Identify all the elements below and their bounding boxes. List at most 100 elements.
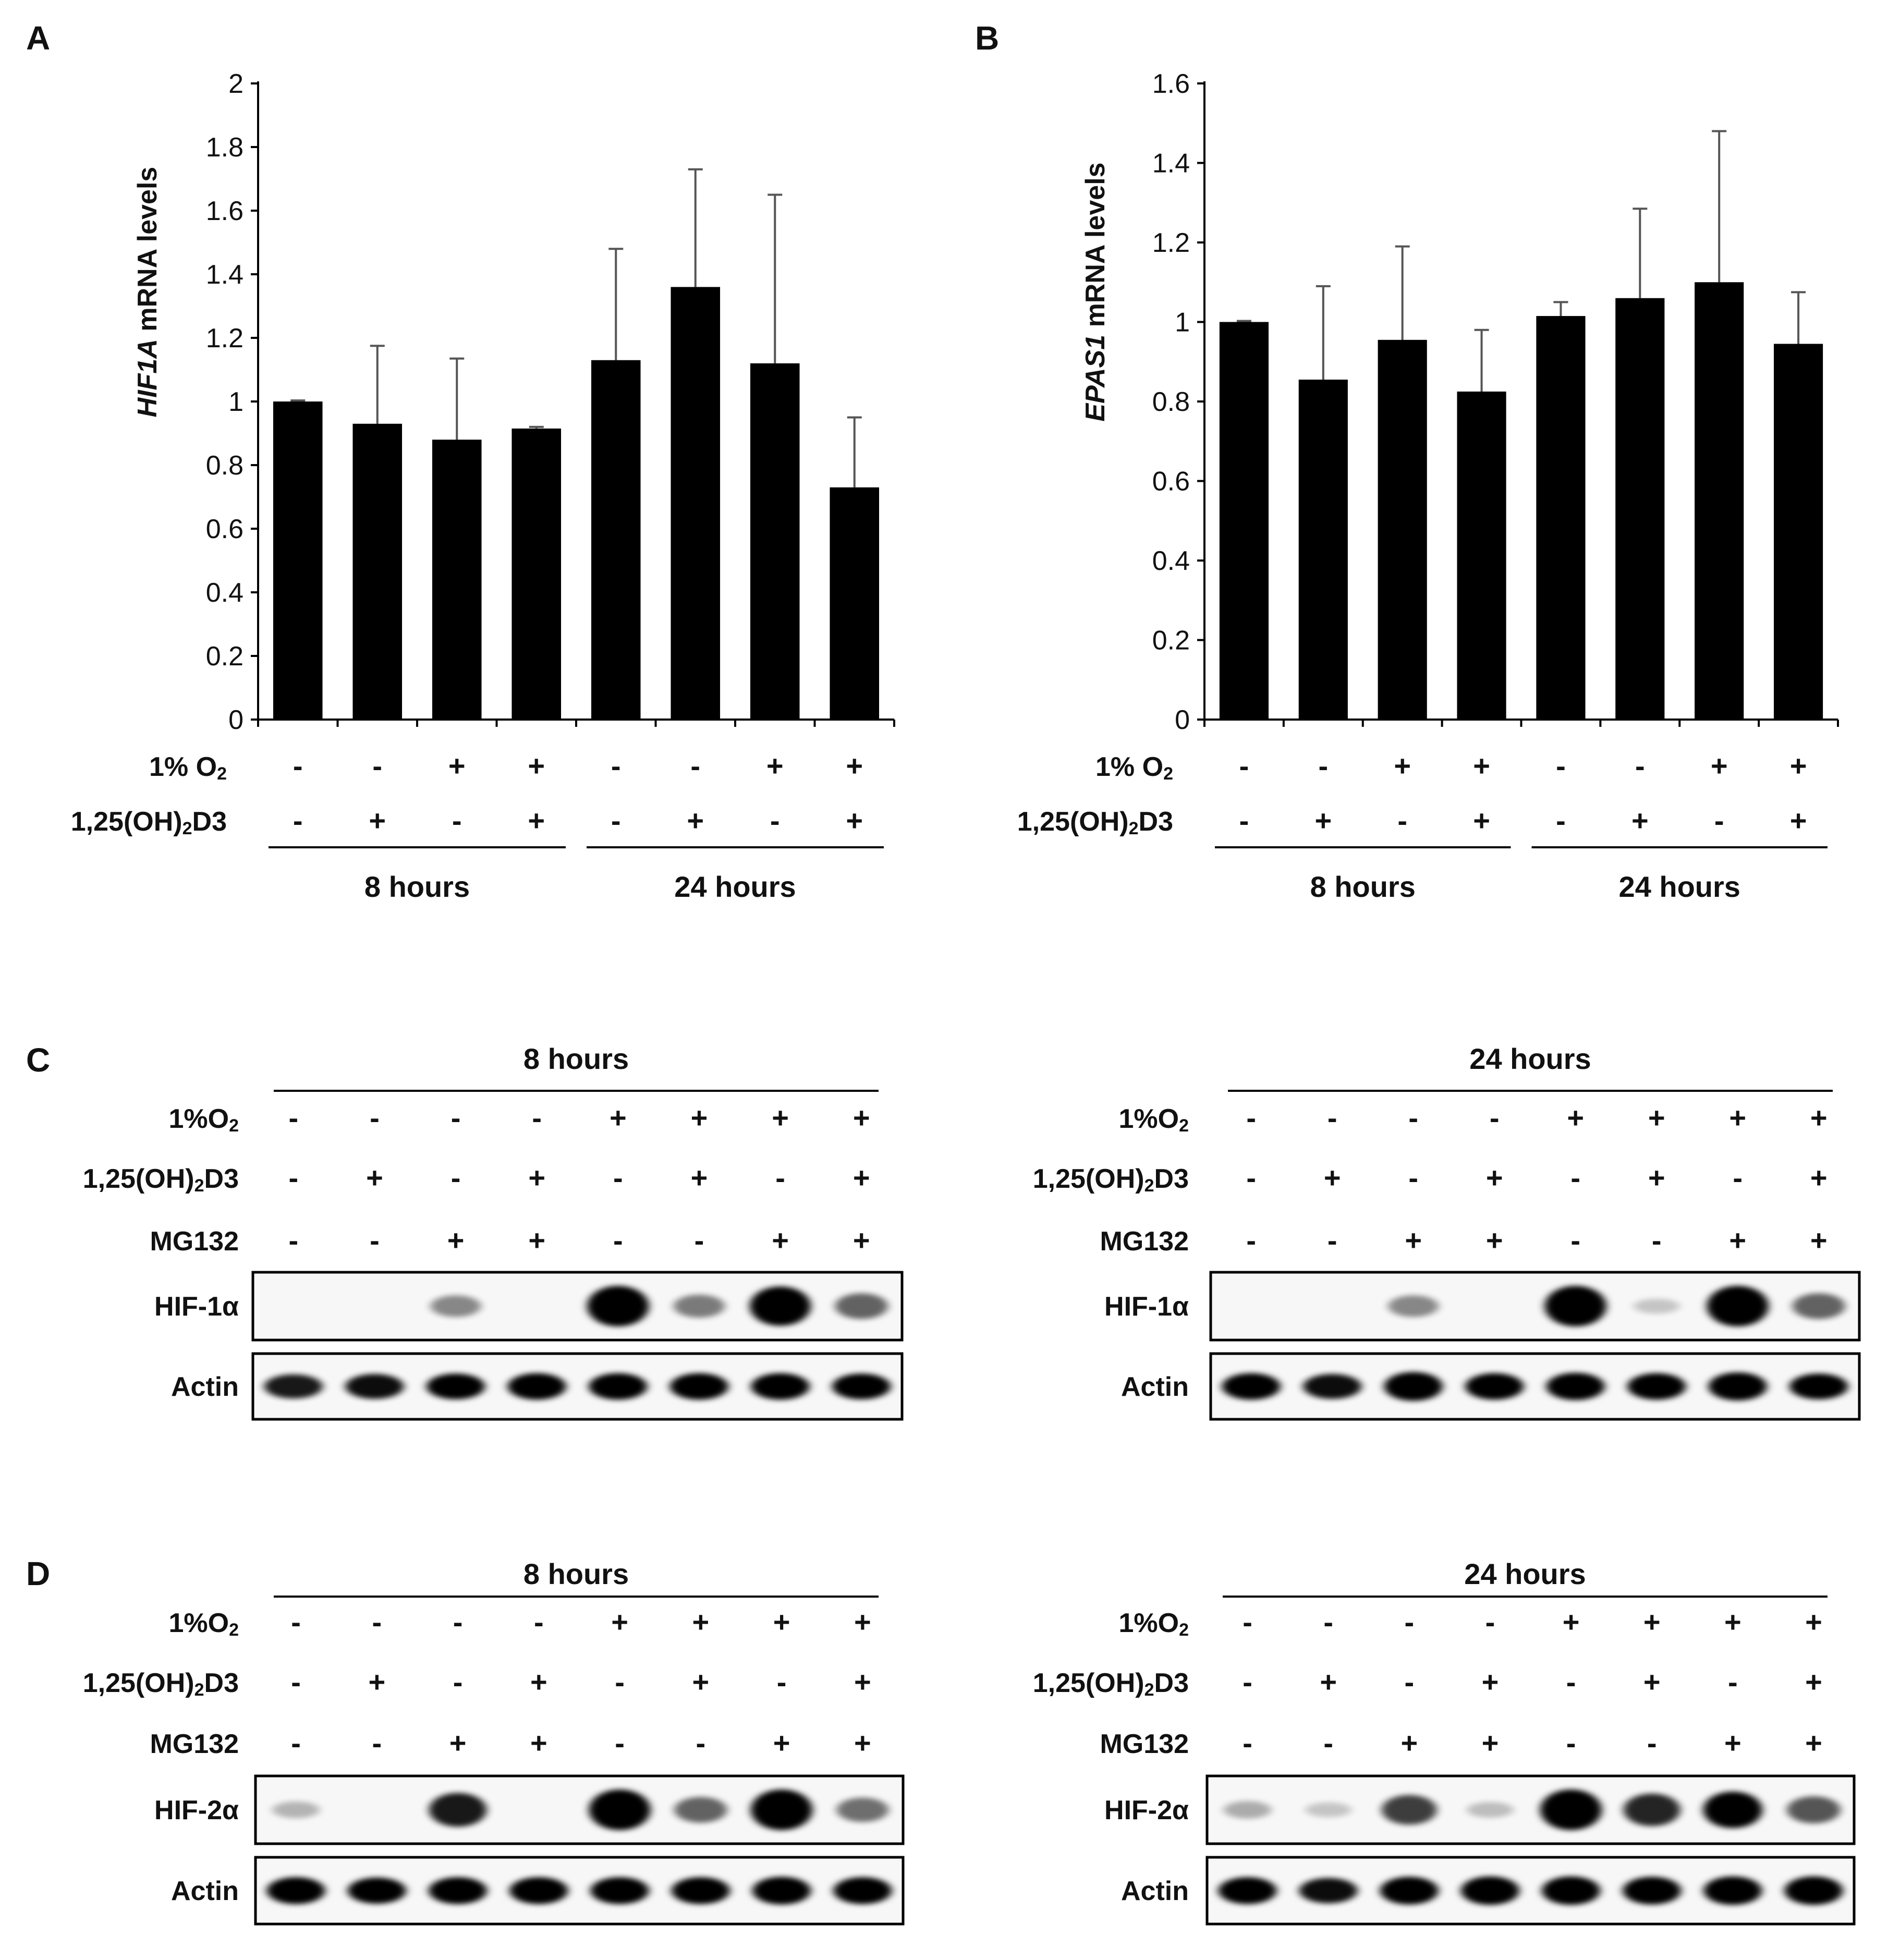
blot-condition-sign: + [773, 1605, 790, 1638]
actin-band [345, 1374, 404, 1399]
actin-band [1461, 1876, 1519, 1905]
blot-condition-sign: - [613, 1224, 623, 1257]
condition-label: 1,25(OH)2D3 [71, 807, 227, 838]
y-tick-label: 1.8 [206, 132, 243, 163]
y-tick-label: 1.2 [206, 323, 243, 354]
bar [1457, 391, 1506, 720]
condition-sign: - [1397, 804, 1407, 837]
group-label: 8 hours [364, 870, 470, 903]
blot-condition-sign: + [447, 1224, 465, 1257]
blot-condition-sign: - [288, 1224, 298, 1257]
blot-condition-sign: - [370, 1101, 380, 1134]
actin-band [509, 1877, 568, 1904]
actin-band [266, 1877, 325, 1904]
bar [352, 423, 403, 720]
condition-sign: + [1473, 749, 1490, 782]
condition-label-main: 1% O [1095, 752, 1163, 782]
condition-label-sub: 2 [1129, 819, 1139, 838]
panel-b-chart: B EPAS1 mRNA levels 0 0.2 0.4 0.6 0.8 1 1.2 1.4… [975, 19, 1839, 903]
blot-condition-sign: - [291, 1665, 301, 1698]
target-band [1223, 1801, 1272, 1819]
blot-condition-label: 1,25(OH)2D3 [83, 1668, 239, 1700]
blot-condition-sign: - [1733, 1161, 1743, 1194]
condition-sign: + [528, 749, 545, 782]
bar [591, 360, 641, 720]
actin-band [1384, 1372, 1443, 1401]
condition-sign: - [452, 804, 462, 837]
blot-condition-sign: - [1323, 1726, 1333, 1759]
blot-condition-sign: - [775, 1161, 785, 1194]
blot-condition-sign: - [615, 1665, 625, 1698]
actin-band [264, 1374, 323, 1399]
panel-d-letter: D [26, 1555, 50, 1592]
target-band [836, 1797, 889, 1822]
panel-a-letter: A [26, 19, 50, 57]
blot-condition-sign: + [1320, 1665, 1337, 1698]
blot-condition-sign: + [854, 1726, 871, 1759]
condition-label: 1,25(OH)2D3 [1017, 807, 1173, 838]
actin-band [1380, 1877, 1439, 1905]
blot-condition-label: 1,25(OH)2D3 [83, 1164, 239, 1196]
actin-band [671, 1877, 730, 1904]
condition-sign: - [1714, 804, 1724, 837]
condition-label: 1% O2 [1095, 752, 1173, 784]
blot-condition-sign: - [1490, 1101, 1500, 1134]
target-band [750, 1286, 811, 1326]
y-tick-label: 0.6 [206, 514, 243, 544]
blot-condition-sign: - [695, 1224, 704, 1257]
blot-condition-label: 1%O2 [168, 1608, 239, 1640]
blot-condition-label: 1%O2 [168, 1104, 239, 1136]
condition-sign: - [611, 749, 621, 782]
actin-band [1703, 1876, 1762, 1905]
condition-label-after: D3 [192, 807, 227, 837]
bar [1695, 282, 1744, 720]
blot-condition-sign: + [1486, 1224, 1503, 1257]
condition-label-sub: 2 [182, 819, 192, 838]
y-tick-label: 1.2 [1152, 228, 1190, 258]
blot-condition-label: MG132 [150, 1729, 239, 1759]
condition-sign: + [528, 804, 545, 837]
target-band [674, 1797, 727, 1823]
bar [273, 401, 323, 720]
actin-band [1623, 1877, 1682, 1905]
blot-condition-label: MG132 [150, 1226, 239, 1257]
blot-condition-sign: + [1482, 1665, 1499, 1698]
y-tick-label: 1 [228, 387, 243, 417]
condition-sign: - [1318, 749, 1328, 782]
condition-sign: + [1394, 749, 1411, 782]
target-band [1623, 1793, 1680, 1827]
blot-condition-sign: + [1729, 1101, 1746, 1134]
blot-condition-label-main: MG132 [1100, 1226, 1189, 1257]
target-band [673, 1294, 725, 1318]
blot-condition-sign: - [1246, 1161, 1256, 1194]
blot-condition-sign: - [291, 1726, 301, 1759]
blot-condition-sign: - [451, 1161, 461, 1194]
blot-condition-label-main: MG132 [1100, 1729, 1189, 1759]
target-band [1544, 1286, 1606, 1326]
condition-sign: + [687, 804, 704, 837]
blot-condition-label: MG132 [1100, 1729, 1189, 1759]
blot-condition-sign: + [1810, 1101, 1828, 1134]
bar [432, 440, 482, 720]
target-band [429, 1793, 487, 1827]
condition-sign: + [1790, 804, 1807, 837]
blot-condition-sign: - [291, 1605, 301, 1638]
blot-condition-label-sub: 2 [194, 1680, 204, 1700]
panel-a-y-axis-title: HIF1A mRNA levels [132, 167, 163, 418]
actin-band [1299, 1878, 1358, 1904]
blot-condition-sign: - [1404, 1665, 1414, 1698]
target-band [1633, 1298, 1680, 1314]
blot-condition-label-sub: 2 [1144, 1176, 1154, 1196]
target-band [589, 1789, 651, 1830]
actin-band [1542, 1876, 1600, 1905]
group-label: 8 hours [1310, 870, 1416, 903]
y-tick-label: 1.6 [206, 196, 243, 226]
actin-band [507, 1373, 566, 1400]
blot-condition-sign: - [372, 1726, 382, 1759]
blot-condition-sign: - [777, 1665, 787, 1698]
actin-band [429, 1877, 488, 1904]
y-tick-label: 0 [228, 705, 243, 735]
y-tick-label: 1.4 [206, 260, 243, 290]
